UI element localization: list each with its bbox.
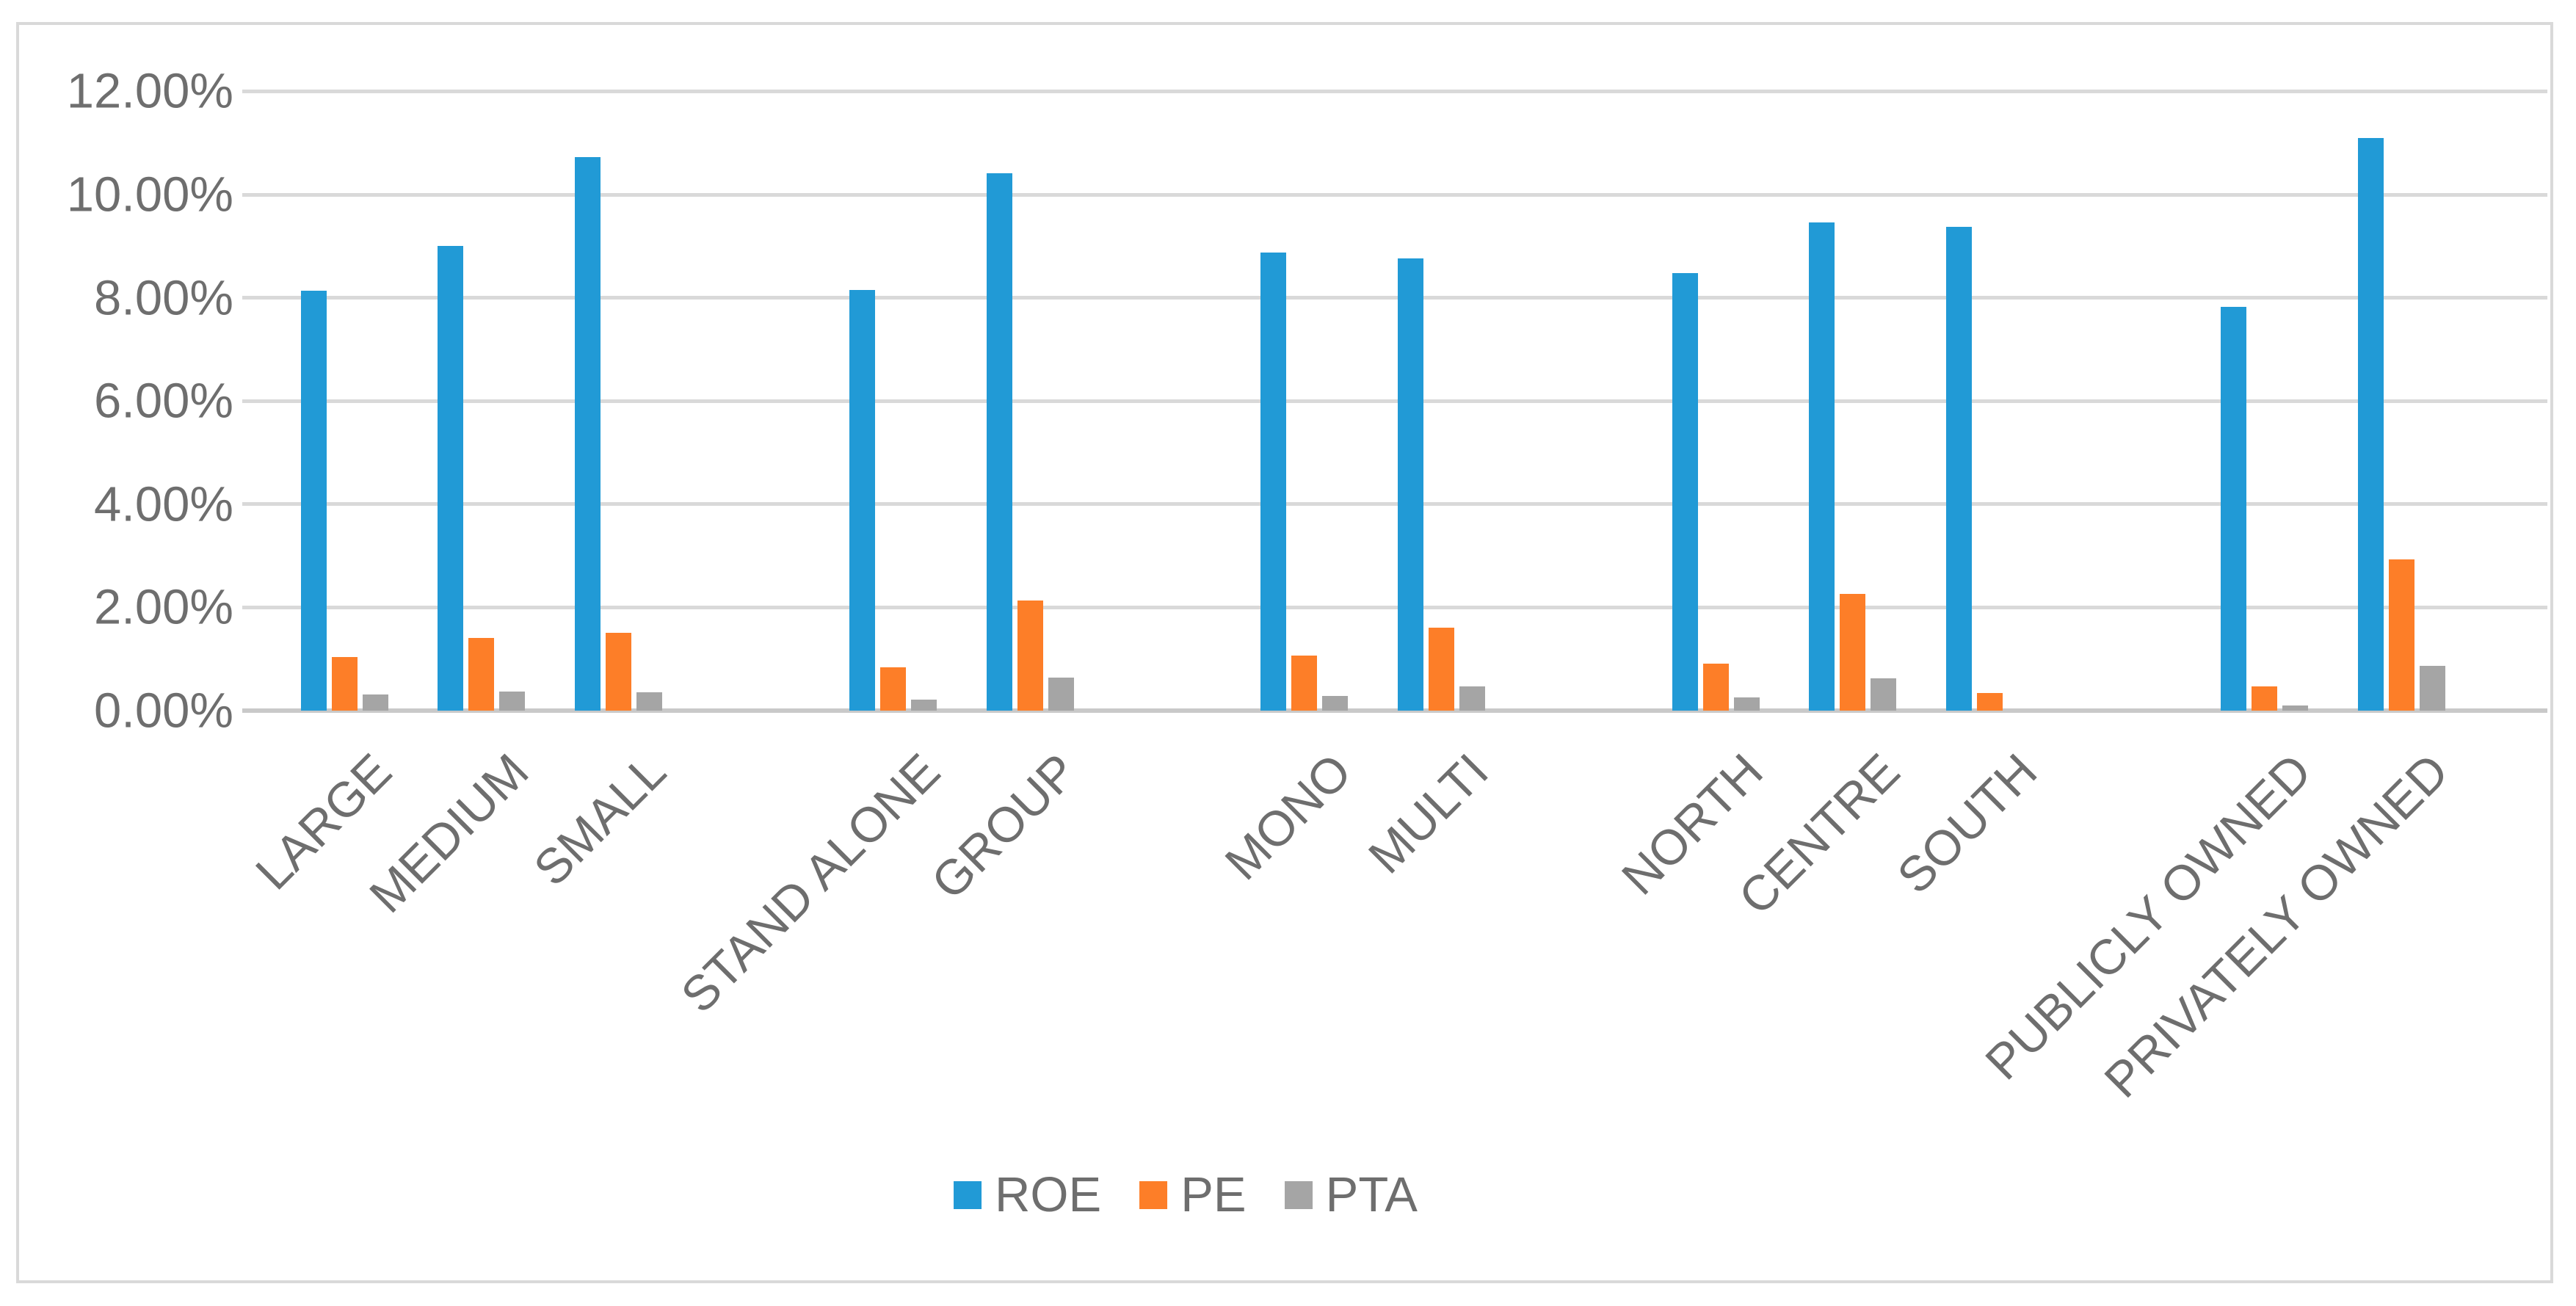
gridline [242, 606, 2547, 609]
chart-frame [16, 22, 2553, 1283]
gridline [242, 502, 2547, 506]
bar-pe-privately-owned [2389, 559, 2414, 711]
bar-pe-medium [468, 638, 494, 711]
bar-roe-south [1946, 227, 1972, 711]
bar-roe-north [1672, 273, 1698, 711]
bar-pe-north [1703, 664, 1729, 711]
bar-roe-multi [1398, 258, 1423, 711]
legend-item-pta: PTA [1284, 1167, 1418, 1222]
bar-pe-stand-alone [880, 667, 906, 711]
y-tick-label: 4.00% [94, 476, 233, 532]
legend-label: PE [1180, 1167, 1247, 1222]
legend-label: PTA [1325, 1167, 1418, 1222]
bar-pta-large [363, 694, 388, 711]
bar-pta-medium [499, 692, 525, 711]
legend-swatch-pe [1139, 1180, 1168, 1209]
bar-pta-publicly-owned [2282, 705, 2308, 711]
bar-roe-centre [1809, 222, 1835, 711]
bar-pta-multi [1459, 686, 1485, 711]
bar-pta-small [636, 692, 662, 711]
bar-roe-publicly-owned [2221, 307, 2246, 711]
bar-pe-mono [1291, 656, 1317, 711]
bar-pe-small [606, 633, 631, 711]
gridline [242, 90, 2547, 93]
legend-item-roe: ROE [954, 1170, 1101, 1219]
bar-roe-mono [1260, 253, 1286, 711]
bar-pe-south [1977, 693, 2003, 711]
bar-roe-large [301, 291, 327, 711]
y-tick-label: 2.00% [94, 579, 233, 635]
bar-pe-multi [1429, 628, 1454, 711]
bar-roe-privately-owned [2358, 138, 2384, 711]
gridline [242, 193, 2547, 197]
bar-pta-privately-owned [2420, 666, 2445, 711]
gridline [242, 399, 2547, 403]
bar-pe-centre [1840, 594, 1865, 711]
legend: ROE PE PTA [954, 1170, 1418, 1219]
x-axis-line [242, 708, 2547, 713]
bar-roe-medium [438, 246, 463, 711]
y-tick-label: 6.00% [94, 373, 233, 429]
legend-swatch-roe [954, 1180, 982, 1209]
bar-pe-group [1017, 601, 1043, 711]
bar-pta-mono [1322, 696, 1348, 711]
legend-item-pe: PE [1139, 1167, 1247, 1222]
y-tick-label: 8.00% [94, 270, 233, 326]
bar-pta-stand-alone [911, 700, 937, 711]
legend-label: ROE [995, 1167, 1102, 1222]
bar-pta-north [1734, 697, 1760, 711]
bar-roe-small [575, 157, 601, 711]
bar-pta-centre [1871, 678, 1896, 711]
legend-swatch-pta [1284, 1180, 1313, 1209]
bar-pta-group [1048, 678, 1074, 711]
bar-pe-publicly-owned [2252, 686, 2277, 711]
bar-roe-stand-alone [849, 290, 875, 711]
gridline [242, 296, 2547, 300]
bar-pe-large [332, 657, 358, 711]
y-tick-label: 12.00% [66, 63, 233, 119]
y-tick-label: 0.00% [94, 683, 233, 739]
bar-roe-group [987, 173, 1012, 711]
y-tick-label: 10.00% [66, 167, 233, 222]
